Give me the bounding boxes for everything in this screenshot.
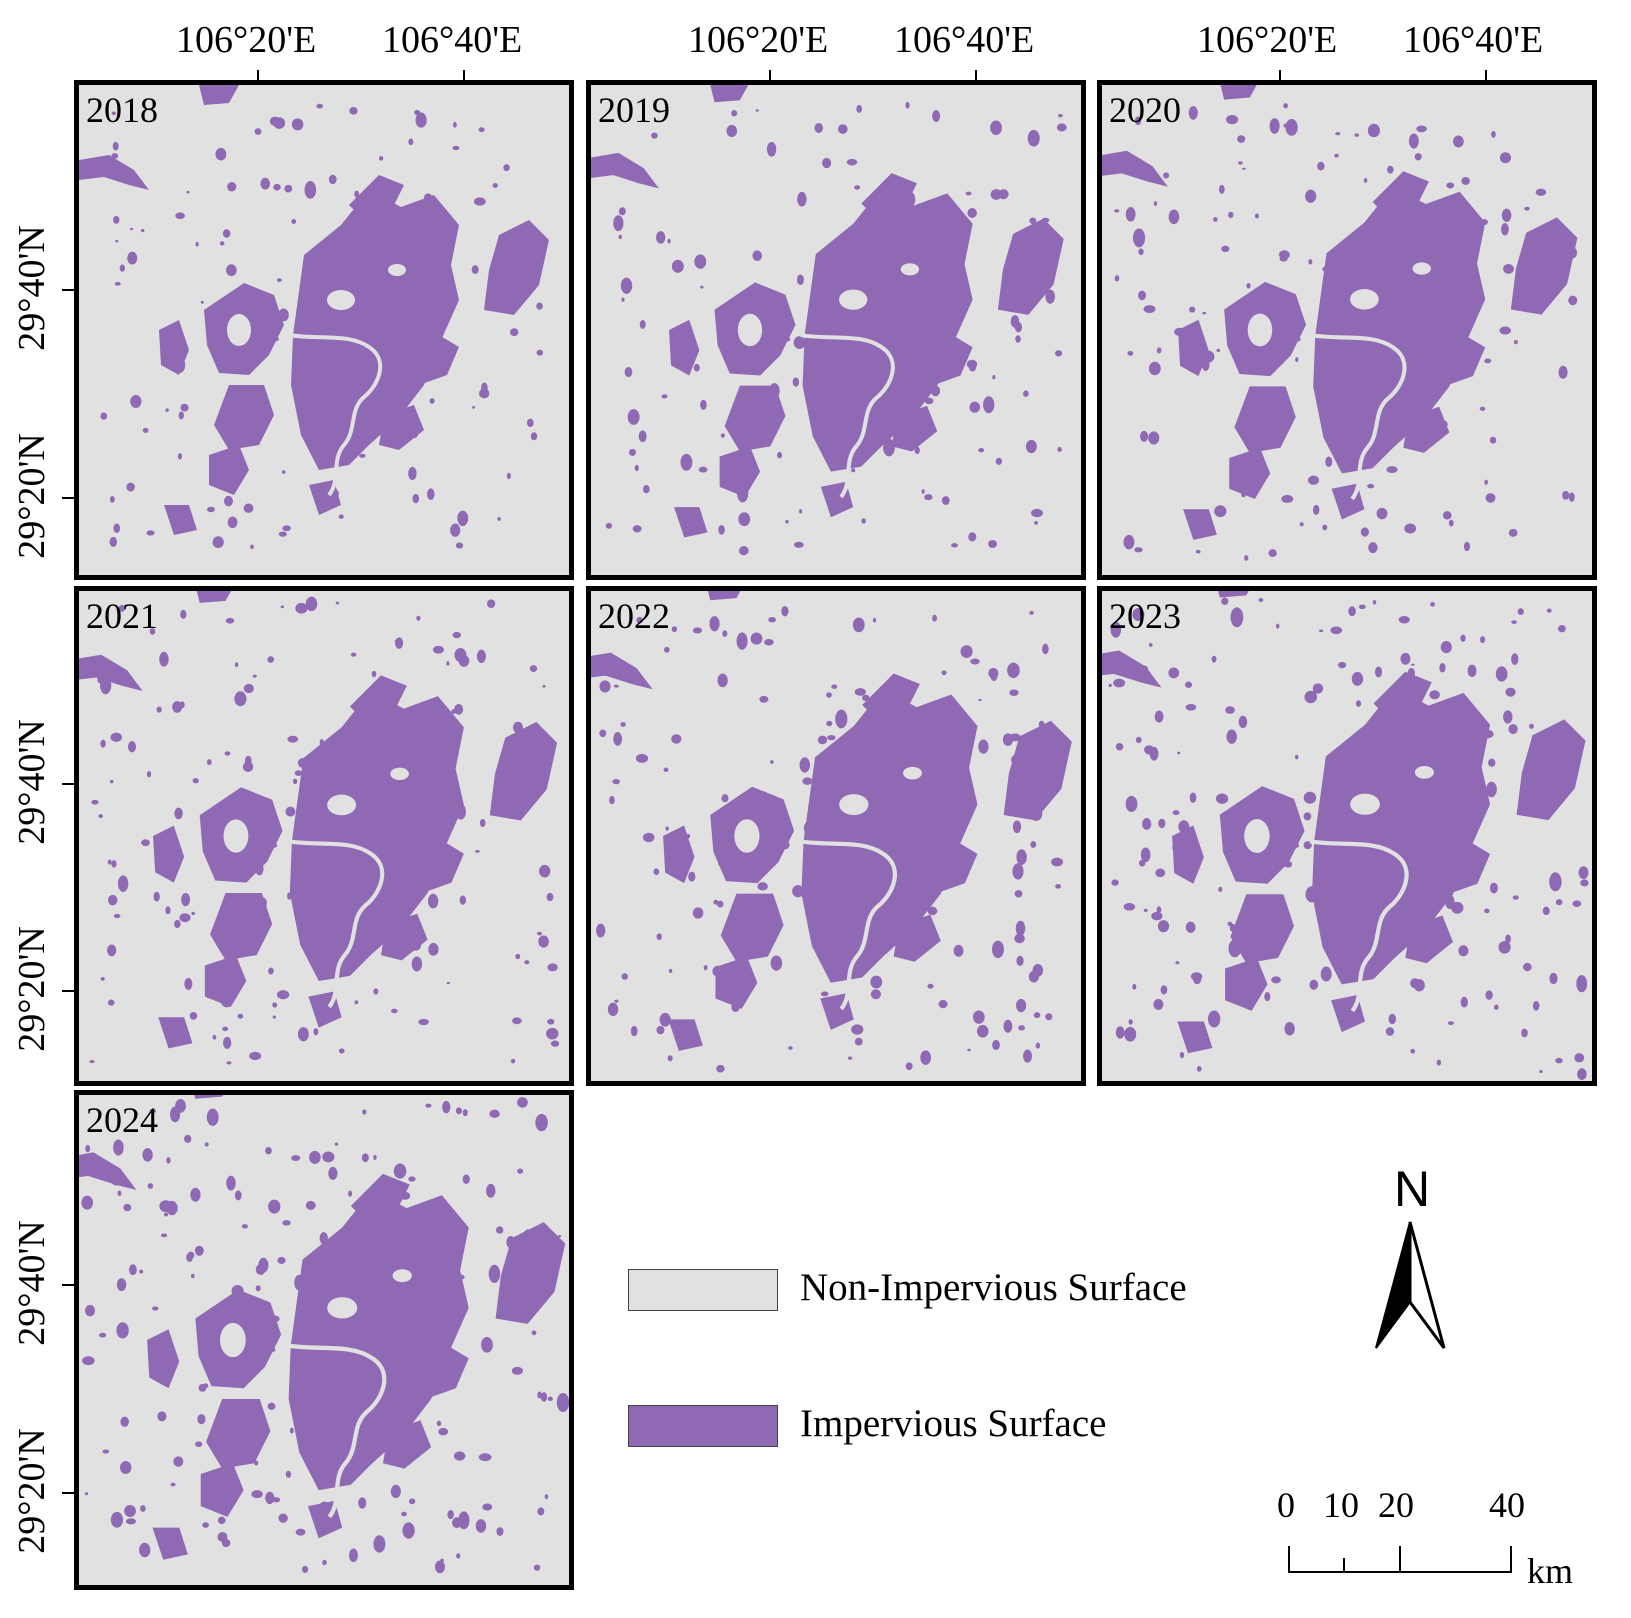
- impervious-surface-map: [591, 591, 1072, 1073]
- lon-tick: [257, 70, 259, 82]
- lon-label-col1-b: 106°40'E: [382, 19, 523, 61]
- lon-label-col2-b: 106°40'E: [894, 19, 1035, 61]
- lat-label-row3-a: 29°40'N: [10, 1220, 53, 1346]
- panel-year-label: 2024: [86, 1100, 158, 1140]
- panel-year-label: 2018: [86, 90, 158, 130]
- panel-year-label: 2020: [1109, 90, 1181, 130]
- lat-tick: [62, 497, 74, 499]
- lon-label-col3-a: 106°20'E: [1197, 19, 1338, 61]
- lon-tick: [463, 70, 465, 82]
- scale-tick-20: 20: [1378, 1485, 1414, 1525]
- map-panel-2019: 2019: [586, 80, 1086, 580]
- scale-unit: km: [1527, 1551, 1574, 1591]
- lon-label-col1-a: 106°20'E: [176, 19, 317, 61]
- legend-swatch-impervious: [628, 1405, 778, 1447]
- lon-tick: [975, 70, 977, 82]
- map-panel-2020: 2020: [1097, 80, 1597, 580]
- lat-tick: [62, 1284, 74, 1286]
- lat-label-row2-b: 29°20'N: [10, 926, 53, 1052]
- lat-tick: [62, 1492, 74, 1494]
- map-panel-2021: 2021: [74, 586, 574, 1086]
- map-panel-2024: 2024: [74, 1090, 574, 1590]
- lon-tick: [1485, 70, 1487, 82]
- impervious-surface-map: [1102, 85, 1578, 561]
- lat-tick: [62, 783, 74, 785]
- legend-label-impervious: Impervious Surface: [800, 1402, 1107, 1445]
- lon-tick: [1279, 70, 1281, 82]
- map-panel-2022: 2022: [586, 586, 1086, 1086]
- impervious-surface-map: [79, 591, 560, 1065]
- panel-year-label: 2022: [598, 596, 670, 636]
- scale-tick-0: 0: [1277, 1485, 1295, 1525]
- impervious-surface-map: [79, 85, 549, 550]
- legend-label-non-impervious: Non-Impervious Surface: [800, 1266, 1187, 1309]
- legend-swatch-non-impervious: [628, 1269, 778, 1311]
- lat-label-row1-a: 29°40'N: [10, 225, 53, 351]
- scale-tick-10: 10: [1323, 1485, 1359, 1525]
- lat-label-row2-a: 29°40'N: [10, 719, 53, 845]
- map-panel-2023: 2023: [1097, 586, 1597, 1086]
- impervious-surface-map: [1102, 591, 1589, 1081]
- lon-label-col2-a: 106°20'E: [688, 19, 829, 61]
- lon-label-col3-b: 106°40'E: [1403, 19, 1544, 61]
- lat-tick: [62, 990, 74, 992]
- lon-tick: [769, 70, 771, 82]
- scale-bar: [1288, 1546, 1512, 1573]
- scale-tick-40: 40: [1489, 1485, 1525, 1525]
- panel-year-label: 2019: [598, 90, 670, 130]
- impervious-surface-map: [591, 85, 1067, 556]
- north-label: N: [1394, 1161, 1431, 1217]
- lat-tick: [62, 289, 74, 291]
- map-panel-2018: 2018: [74, 80, 574, 580]
- lat-label-row1-b: 29°20'N: [10, 433, 53, 559]
- north-arrow-icon: [1375, 1221, 1446, 1349]
- panel-year-label: 2021: [86, 596, 158, 636]
- lat-label-row3-b: 29°20'N: [10, 1428, 53, 1554]
- impervious-surface-map: [79, 1095, 569, 1574]
- panel-year-label: 2023: [1109, 596, 1181, 636]
